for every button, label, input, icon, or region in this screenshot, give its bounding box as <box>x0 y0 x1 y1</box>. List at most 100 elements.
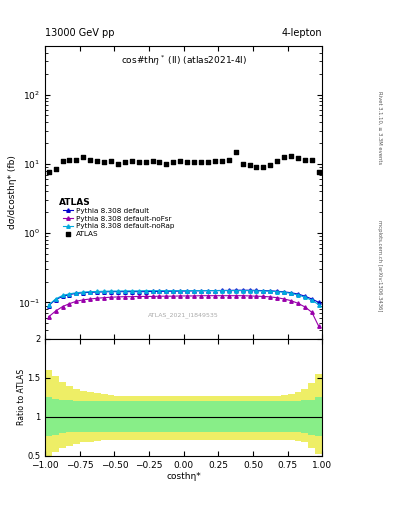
Pythia 8.308 default-noRap <box>171 288 176 294</box>
Pythia 8.308 default-noFsr <box>254 293 259 299</box>
ATLAS <box>233 147 239 156</box>
ATLAS <box>239 160 246 168</box>
Pythia 8.308 default-noFsr <box>199 293 204 299</box>
Pythia 8.308 default-noRap <box>108 288 113 294</box>
ATLAS <box>108 157 114 165</box>
Pythia 8.308 default-noFsr <box>53 308 58 314</box>
ATLAS <box>143 158 149 166</box>
Pythia 8.308 default-noFsr <box>226 293 231 299</box>
Pythia 8.308 default <box>136 289 141 295</box>
Pythia 8.308 default-noFsr <box>268 294 273 300</box>
ATLAS <box>219 157 225 165</box>
Pythia 8.308 default-noRap <box>240 288 245 294</box>
Pythia 8.308 default <box>233 287 238 293</box>
Pythia 8.308 default-noRap <box>303 294 307 300</box>
ATLAS <box>136 158 142 166</box>
Pythia 8.308 default-noFsr <box>316 324 321 330</box>
Pythia 8.308 default <box>164 288 169 294</box>
Pythia 8.308 default-noRap <box>275 289 279 295</box>
Pythia 8.308 default-noFsr <box>282 296 286 302</box>
Pythia 8.308 default-noRap <box>185 288 189 294</box>
Pythia 8.308 default-noFsr <box>185 293 189 299</box>
Pythia 8.308 default <box>316 300 321 306</box>
Pythia 8.308 default <box>143 289 148 295</box>
Pythia 8.308 default-noRap <box>46 302 51 308</box>
Pythia 8.308 default-noRap <box>129 288 134 294</box>
ATLAS <box>253 163 260 171</box>
Text: Rivet 3.1.10, ≥ 3.3M events: Rivet 3.1.10, ≥ 3.3M events <box>377 91 382 165</box>
Pythia 8.308 default <box>296 291 300 297</box>
Pythia 8.308 default-noFsr <box>164 293 169 299</box>
ATLAS <box>184 158 190 166</box>
Pythia 8.308 default-noFsr <box>102 294 107 301</box>
Legend: Pythia 8.308 default, Pythia 8.308 default-noFsr, Pythia 8.308 default-noRap, AT: Pythia 8.308 default, Pythia 8.308 defau… <box>62 208 175 238</box>
Text: ATLAS: ATLAS <box>59 198 91 207</box>
Pythia 8.308 default-noFsr <box>206 293 210 299</box>
Pythia 8.308 default-noFsr <box>275 294 279 301</box>
Pythia 8.308 default <box>185 288 189 294</box>
Pythia 8.308 default <box>289 290 294 296</box>
ATLAS <box>177 157 184 165</box>
Pythia 8.308 default-noFsr <box>296 300 300 306</box>
X-axis label: costhη*: costhη* <box>166 472 201 481</box>
Pythia 8.308 default-noFsr <box>310 309 314 315</box>
Pythia 8.308 default-noFsr <box>95 295 99 301</box>
Pythia 8.308 default-noRap <box>261 288 266 294</box>
Pythia 8.308 default-noRap <box>74 290 79 296</box>
ATLAS <box>281 153 287 161</box>
ATLAS <box>309 156 315 164</box>
Pythia 8.308 default <box>74 290 79 296</box>
Pythia 8.308 default-noRap <box>136 288 141 294</box>
Pythia 8.308 default-noRap <box>310 297 314 304</box>
Pythia 8.308 default <box>81 290 86 296</box>
Pythia 8.308 default-noRap <box>143 288 148 294</box>
Pythia 8.308 default <box>46 303 51 309</box>
Pythia 8.308 default-noRap <box>289 290 294 296</box>
ATLAS <box>59 157 66 165</box>
Pythia 8.308 default-noFsr <box>213 293 217 299</box>
ATLAS <box>226 156 232 164</box>
Pythia 8.308 default-noRap <box>199 288 204 294</box>
Pythia 8.308 default-noRap <box>123 288 127 294</box>
ATLAS <box>101 158 107 166</box>
Pythia 8.308 default-noRap <box>102 288 107 294</box>
Text: mcplots.cern.ch [arXiv:1306.3436]: mcplots.cern.ch [arXiv:1306.3436] <box>377 221 382 312</box>
Pythia 8.308 default-noFsr <box>157 293 162 299</box>
Pythia 8.308 default <box>123 289 127 295</box>
Pythia 8.308 default-noFsr <box>178 293 183 299</box>
ATLAS <box>288 152 294 160</box>
Pythia 8.308 default-noRap <box>95 288 99 294</box>
Pythia 8.308 default-noFsr <box>129 293 134 300</box>
Pythia 8.308 default-noRap <box>157 288 162 294</box>
Pythia 8.308 default-noFsr <box>46 314 51 320</box>
Pythia 8.308 default-noFsr <box>240 293 245 299</box>
Pythia 8.308 default-noRap <box>282 289 286 295</box>
Pythia 8.308 default <box>67 291 72 297</box>
Pythia 8.308 default-noRap <box>81 289 86 295</box>
Pythia 8.308 default-noRap <box>206 288 210 294</box>
Y-axis label: dσ/dcosthη* (fb): dσ/dcosthη* (fb) <box>7 156 17 229</box>
Pythia 8.308 default-noRap <box>268 288 273 294</box>
Pythia 8.308 default-noFsr <box>60 304 65 310</box>
Pythia 8.308 default <box>240 287 245 293</box>
ATLAS <box>302 156 308 164</box>
Pythia 8.308 default-noRap <box>316 302 321 308</box>
Text: 13000 GeV pp: 13000 GeV pp <box>45 28 115 38</box>
Pythia 8.308 default-noRap <box>233 288 238 294</box>
Pythia 8.308 default-noRap <box>67 291 72 297</box>
ATLAS <box>295 154 301 162</box>
Pythia 8.308 default <box>254 287 259 293</box>
Y-axis label: Ratio to ATLAS: Ratio to ATLAS <box>17 369 26 425</box>
Pythia 8.308 default <box>303 293 307 299</box>
Pythia 8.308 default-noFsr <box>81 297 86 303</box>
Text: ATLAS_2021_I1849535: ATLAS_2021_I1849535 <box>148 312 219 318</box>
Pythia 8.308 default-noFsr <box>150 293 155 300</box>
Pythia 8.308 default-noFsr <box>116 294 120 300</box>
Pythia 8.308 default <box>247 287 252 293</box>
Pythia 8.308 default-noFsr <box>247 293 252 299</box>
Pythia 8.308 default-noRap <box>178 288 183 294</box>
ATLAS <box>66 156 73 164</box>
ATLAS <box>274 157 280 165</box>
Pythia 8.308 default <box>219 287 224 293</box>
Pythia 8.308 default-noFsr <box>192 293 196 299</box>
